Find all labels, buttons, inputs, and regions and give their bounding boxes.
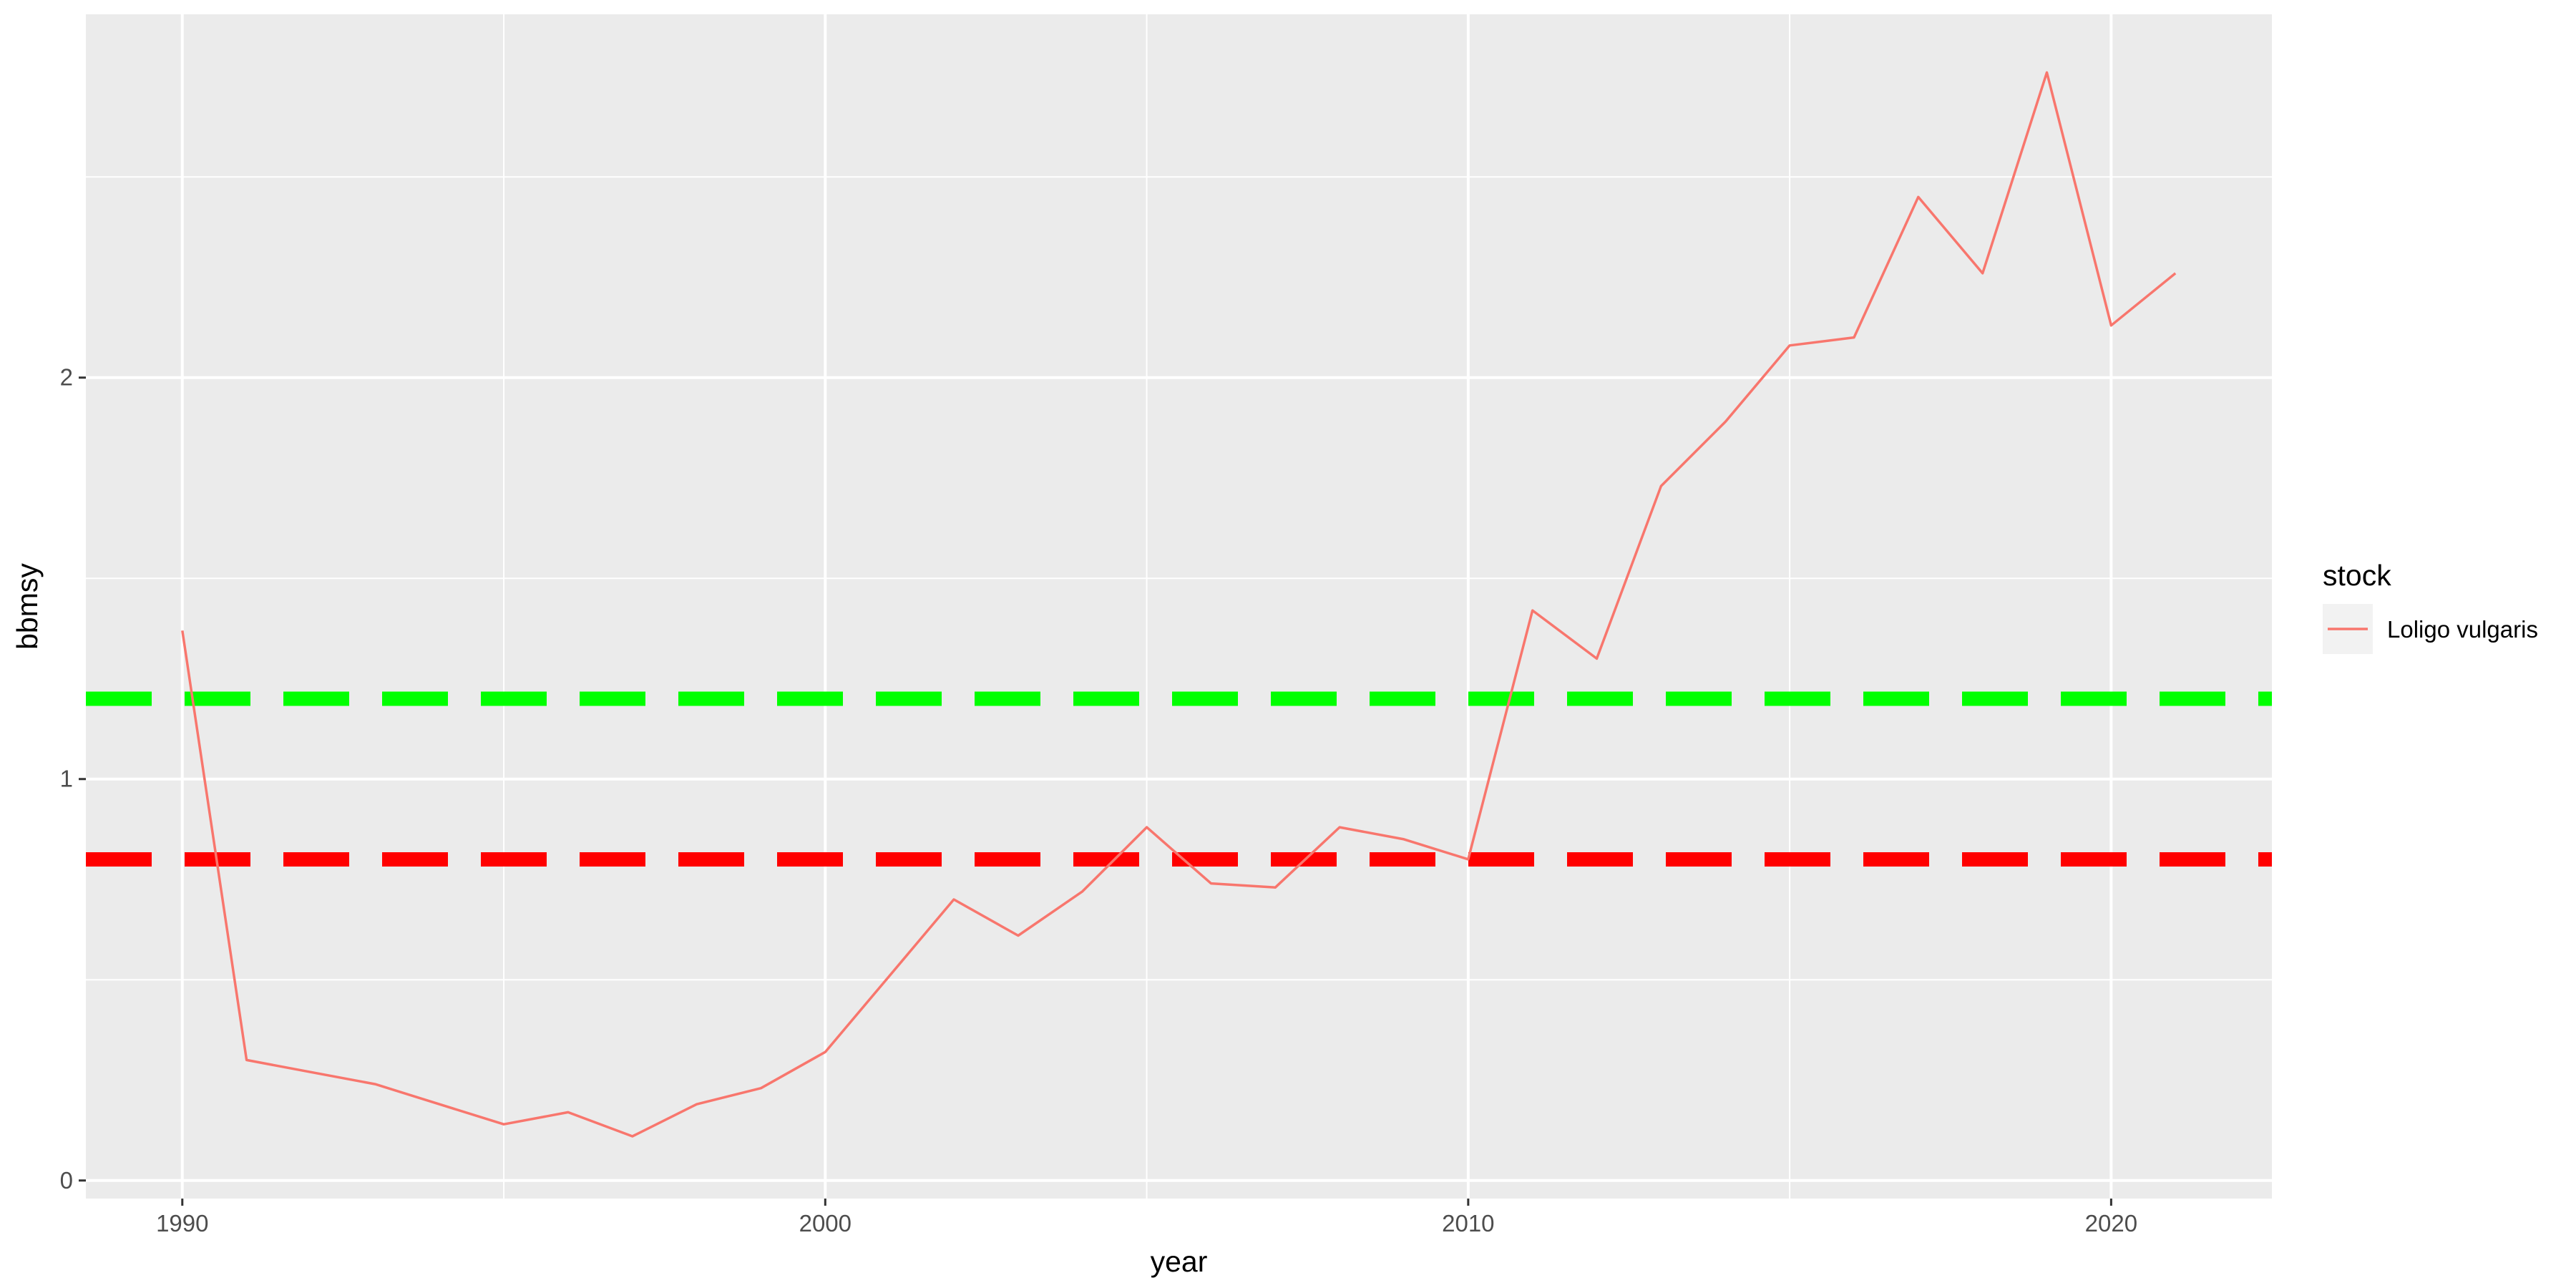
minor-gridlines: [86, 14, 2272, 1199]
y-tick-label: 2: [60, 364, 73, 391]
series-line-loligo-vulgaris: [181, 71, 2177, 1138]
y-tick-label: 1: [60, 766, 73, 792]
x-axis: 1990 2000 2010 2020: [156, 1199, 2137, 1236]
y-tick-label: 0: [60, 1167, 73, 1194]
plot-panel: [86, 14, 2272, 1199]
x-tick-label: 2020: [2085, 1210, 2137, 1236]
y-axis: 0 1 2: [60, 364, 86, 1194]
y-axis-title: bbmsy: [11, 563, 44, 650]
legend-title: stock: [2323, 559, 2391, 592]
legend: stock Loligo vulgaris: [2323, 559, 2538, 654]
legend-label-loligo-vulgaris: Loligo vulgaris: [2387, 616, 2538, 643]
x-tick-label: 2000: [799, 1210, 852, 1236]
series-lines: [181, 71, 2177, 1138]
x-tick-label: 2010: [1442, 1210, 1494, 1236]
x-tick-label: 1990: [156, 1210, 208, 1236]
reference-lines: [86, 691, 2272, 867]
x-axis-title: year: [1151, 1245, 1208, 1278]
major-gridlines: [86, 14, 2272, 1199]
